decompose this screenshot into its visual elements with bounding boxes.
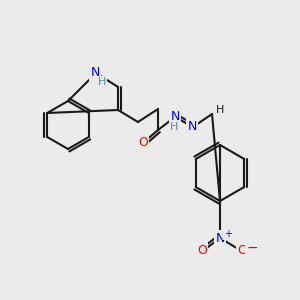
Text: H: H xyxy=(170,122,178,132)
Text: −: − xyxy=(246,241,258,255)
Text: N: N xyxy=(90,67,100,80)
Text: H: H xyxy=(98,77,106,87)
Text: O: O xyxy=(237,244,247,256)
Text: N: N xyxy=(215,232,225,244)
Text: N: N xyxy=(170,110,180,124)
Text: N: N xyxy=(187,119,197,133)
Text: +: + xyxy=(224,229,232,239)
Text: H: H xyxy=(216,105,224,115)
Text: O: O xyxy=(197,244,207,256)
Text: O: O xyxy=(138,136,148,148)
